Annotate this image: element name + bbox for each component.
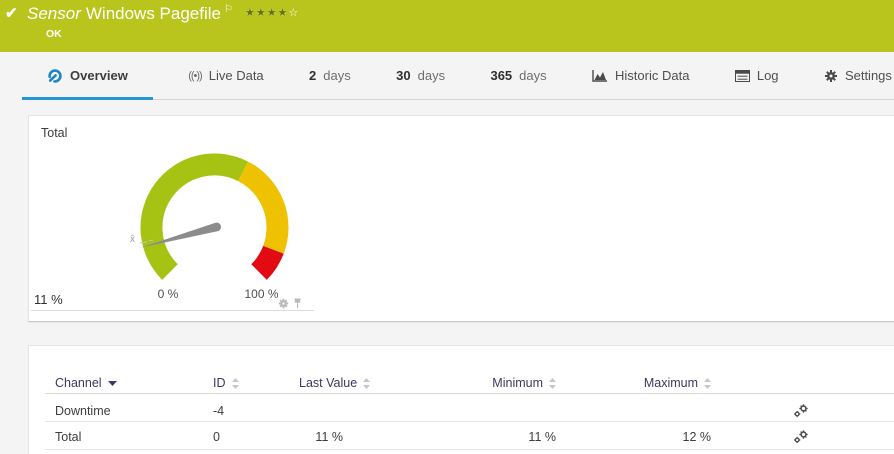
channel-table-panel: Channel ID Last Value Minimum Maximum Do… — [28, 345, 894, 454]
sort-both-icon — [704, 377, 711, 389]
cell-channel: Downtime — [55, 404, 111, 418]
priority-stars[interactable]: ★★★★☆ — [245, 7, 299, 19]
column-label: Channel — [55, 376, 102, 390]
cell-id: 0 — [213, 430, 220, 444]
tab-label: Overview — [70, 68, 128, 83]
sort-desc-icon — [107, 380, 117, 386]
tab-365-days[interactable]: 365 days — [480, 52, 556, 99]
sensor-status-bar: ✔ Sensor Windows Pagefile ⚐ ★★★★☆ OK — [0, 0, 894, 52]
tab-label: Log — [756, 68, 779, 83]
priority-flag-icon[interactable]: ⚐ — [224, 4, 233, 16]
column-header-minimum[interactable]: Minimum — [492, 371, 556, 395]
table-row-downtime: Downtime -4 — [29, 397, 894, 425]
table-row-total: Total 0 11 % 11 % 12 % — [29, 423, 894, 451]
cell-id: -4 — [213, 404, 225, 418]
tab-2-days[interactable]: 2 days — [299, 52, 361, 99]
column-label: Minimum — [492, 376, 543, 390]
tab-label: Settings — [844, 68, 892, 83]
area-chart-icon — [592, 70, 608, 82]
sensor-name: Windows Pagefile — [85, 4, 221, 23]
column-header-channel[interactable]: Channel — [55, 371, 117, 395]
gauge-channel-title: Total — [41, 126, 68, 140]
cell-last-value: 11 % — [315, 430, 343, 444]
overview-gauge-panel: Total x̄ 0 % 100 % 11 % — [28, 115, 894, 322]
column-header-id[interactable]: ID — [213, 371, 239, 395]
tab-label: Live Data — [208, 68, 264, 83]
gauge-zone — [250, 245, 284, 280]
ok-check-icon: ✔ — [5, 5, 18, 22]
gauge-needle — [141, 222, 221, 248]
tab-historic-data[interactable]: Historic Data — [582, 52, 699, 99]
tab-label: days — [417, 68, 446, 83]
sort-both-icon — [549, 377, 556, 389]
status-badge: OK — [46, 28, 62, 40]
sensor-title: Sensor Windows Pagefile ⚐ ★★★★☆ — [27, 4, 299, 24]
gear-icon — [824, 69, 837, 82]
tab-30-days[interactable]: 30 days — [386, 52, 455, 99]
log-icon — [734, 69, 750, 82]
column-label: Maximum — [643, 376, 698, 390]
table-divider — [45, 393, 894, 394]
tab-label: Historic Data — [615, 68, 690, 83]
gauge-cell-toolbar — [278, 298, 302, 309]
tab-settings[interactable]: Settings — [814, 52, 894, 99]
channel-settings-button[interactable] — [793, 397, 809, 425]
gauge-cell-divider — [31, 310, 314, 311]
gauge-zone — [140, 153, 249, 280]
cell-minimum: 11 % — [528, 430, 556, 444]
table-divider — [45, 449, 894, 450]
gauge-mean-marker: x̄ — [130, 234, 135, 245]
column-label: Last Value — [299, 376, 358, 390]
tab-number: 30 — [396, 68, 411, 83]
sort-both-icon — [363, 377, 371, 389]
gauge-scale-max-label: 100 % — [244, 287, 279, 301]
cell-channel: Total — [55, 430, 82, 444]
gauge-icon — [48, 68, 62, 83]
star-empty[interactable]: ☆ — [288, 7, 300, 19]
channel-settings-button[interactable] — [793, 423, 809, 451]
stars-filled[interactable]: ★★★★ — [244, 7, 289, 19]
total-gauge-chart — [140, 153, 289, 280]
table-divider — [45, 421, 894, 422]
gauge-scale-min-label: 0 % — [157, 287, 179, 301]
tab-number: 2 — [309, 68, 317, 83]
channel-table-header: Channel ID Last Value Minimum Maximum — [29, 371, 894, 395]
tab-label: days — [323, 68, 351, 83]
broadcast-icon: ((•)) — [188, 69, 202, 82]
sort-both-icon — [231, 377, 239, 389]
gauge-current-value: 11 % — [34, 292, 63, 307]
tab-log[interactable]: Log — [725, 52, 789, 99]
gears-icon — [794, 430, 808, 444]
tab-label: days — [519, 68, 547, 83]
column-header-last-value[interactable]: Last Value — [299, 371, 371, 395]
gauge-settings-gear-icon[interactable] — [278, 298, 289, 309]
sensor-type-label: Sensor — [27, 4, 81, 23]
cell-maximum: 12 % — [682, 430, 712, 444]
pin-icon[interactable] — [293, 298, 302, 309]
column-label: ID — [213, 376, 226, 390]
gears-icon — [794, 404, 808, 418]
column-header-maximum[interactable]: Maximum — [644, 371, 711, 395]
sensor-tab-bar: Overview ((•)) Live Data 2 days 30 days … — [22, 52, 894, 100]
tab-live-data[interactable]: ((•)) Live Data — [178, 52, 273, 99]
gauge-zone — [237, 161, 289, 254]
tab-overview[interactable]: Overview — [22, 52, 153, 100]
tab-number: 365 — [490, 68, 513, 83]
